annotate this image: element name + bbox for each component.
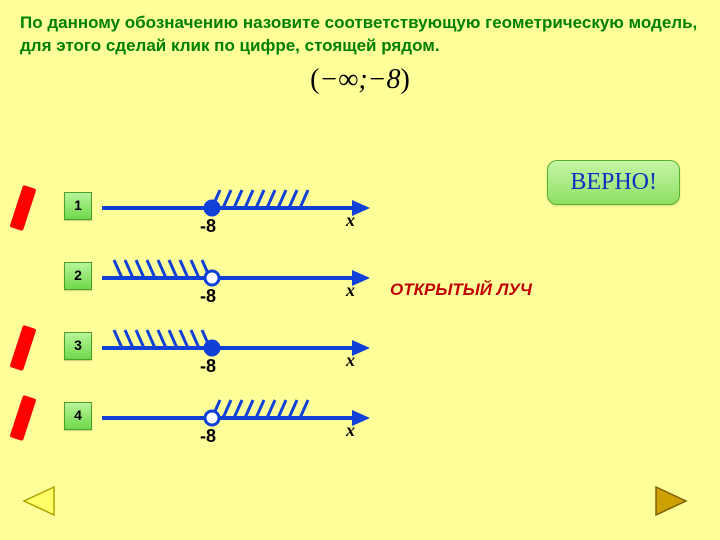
option-row: 2 -8 х [20, 250, 380, 320]
point-label: -8 [200, 286, 216, 307]
option-button-4[interactable]: 4 [64, 402, 92, 430]
number-line [102, 250, 382, 306]
number-line [102, 390, 382, 446]
option-row: 4 -8 х [20, 390, 380, 460]
correct-badge: ВЕРНО! [547, 160, 680, 205]
option-row: 1 -8 х [20, 180, 380, 250]
instruction-text: По данному обозначению назовите соответс… [0, 0, 720, 62]
hint-text: ОТКРЫТЫЙ ЛУЧ [390, 280, 532, 300]
interval-formula: (−∞;−8) [0, 64, 720, 96]
axis-label: х [346, 210, 355, 231]
axis-label: х [346, 350, 355, 371]
option-row: 3 -8 х [20, 320, 380, 390]
option-button-3[interactable]: 3 [64, 332, 92, 360]
point-label: -8 [200, 356, 216, 377]
option-button-2[interactable]: 2 [64, 262, 92, 290]
wrong-mark [10, 325, 37, 371]
axis-label: х [346, 420, 355, 441]
number-line [102, 320, 382, 376]
nav-prev-button[interactable] [20, 485, 56, 522]
nav-next-button[interactable] [654, 485, 690, 522]
point-label: -8 [200, 426, 216, 447]
option-button-1[interactable]: 1 [64, 192, 92, 220]
point-label: -8 [200, 216, 216, 237]
axis-label: х [346, 280, 355, 301]
wrong-mark [10, 395, 37, 441]
wrong-mark [10, 185, 37, 231]
triangle-right-icon [654, 485, 690, 517]
number-line [102, 180, 382, 236]
triangle-left-icon [20, 485, 56, 517]
options-list: 1 -8 х 2 -8 х 3 -8 х 4 -8 х [20, 180, 380, 460]
